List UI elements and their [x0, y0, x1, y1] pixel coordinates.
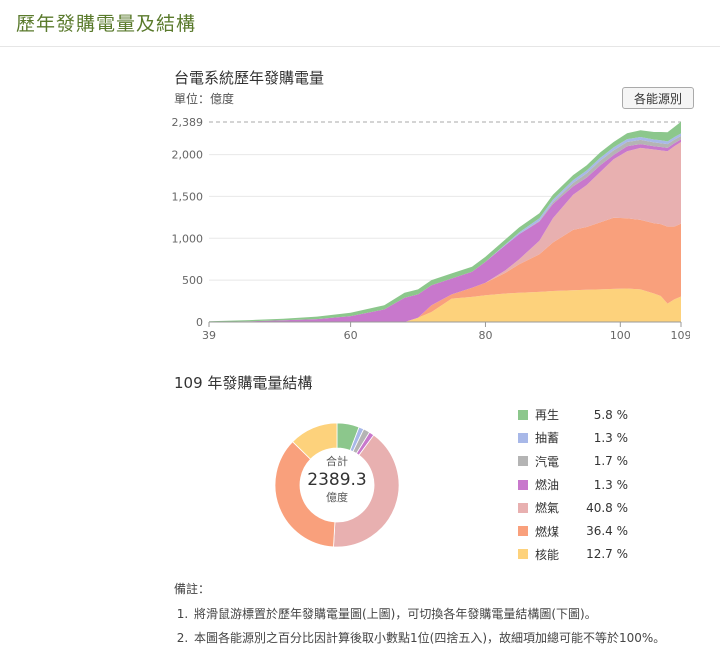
notes: 備註： 將滑鼠游標置於歷年發購電量圖(上圖)，可切換各年發購電量結構圖(下圖)。…	[174, 580, 665, 653]
donut-chart[interactable]	[262, 410, 412, 560]
page-title: 歷年發購電量及結構	[16, 13, 197, 35]
donut-chart-title: 109 年發購電量結構	[174, 374, 313, 392]
legend-percent: 36.4 %	[586, 524, 628, 539]
x-tick-label: 109	[671, 329, 691, 342]
legend: 再生 5.8 % 抽蓄 1.3 % 汽電 1.7 % 燃油 1.3 % 燃氣 4…	[518, 403, 628, 566]
legend-label: 燃氣	[535, 501, 560, 516]
y-tick-label: 2,389	[172, 116, 204, 129]
donut-center: 合計 2389.3 億度	[297, 455, 377, 505]
area-chart[interactable]: 0 500 1,000 1,500 2,000 2,389 39 60 80 100 109	[160, 108, 691, 344]
notes-list: 將滑鼠游標置於歷年發購電量圖(上圖)，可切換各年發購電量結構圖(下圖)。 本圖各…	[174, 605, 665, 646]
legend-swatch-coal	[518, 526, 528, 537]
area-chart-title: 台電系統歷年發購電量	[174, 69, 325, 87]
donut-slice-燃煤	[274, 441, 336, 548]
legend-swatch-pumped-hydro	[518, 432, 528, 443]
donut-slice-核能	[292, 422, 338, 460]
area-series-燃氣	[209, 142, 681, 322]
y-tick-label: 2,000	[172, 149, 204, 162]
legend-item[interactable]: 汽電 1.7 %	[518, 450, 628, 473]
legend-item[interactable]: 核能 12.7 %	[518, 543, 628, 566]
legend-swatch-cogeneration	[518, 456, 528, 467]
x-tick-label: 80	[478, 329, 492, 342]
legend-swatch-gas	[518, 502, 528, 513]
legend-label: 燃煤	[535, 524, 560, 539]
legend-percent: 5.8 %	[593, 407, 628, 422]
area-series-燃油	[209, 139, 681, 322]
unit-label: 單位：億度	[174, 92, 235, 106]
note-item: 本圖各能源別之百分比因計算後取小數點1位(四捨五入)，故細項加總可能不等於100…	[192, 629, 665, 646]
legend-swatch-oil	[518, 479, 528, 490]
legend-percent: 1.7 %	[593, 454, 628, 469]
energy-source-button[interactable]: 各能源別	[622, 87, 694, 109]
legend-percent: 12.7 %	[586, 547, 628, 562]
donut-total-value: 2389.3	[307, 470, 367, 490]
area-series-燃煤	[209, 217, 681, 322]
legend-label: 燃油	[535, 478, 560, 493]
page-header: 歷年發購電量及結構	[0, 0, 720, 47]
legend-item[interactable]: 燃油 1.3 %	[518, 473, 628, 496]
legend-label: 核能	[535, 547, 560, 562]
legend-percent: 1.3 %	[593, 477, 628, 492]
x-tick-label: 100	[610, 329, 631, 342]
y-tick-label: 500	[182, 274, 203, 287]
donut-slice-燃氣	[333, 434, 400, 548]
y-tick-label: 1,000	[172, 232, 204, 245]
x-tick-label: 39	[202, 329, 216, 342]
x-tick-label: 60	[344, 329, 358, 342]
note-item: 將滑鼠游標置於歷年發購電量圖(上圖)，可切換各年發購電量結構圖(下圖)。	[192, 605, 665, 622]
donut-total-unit: 億度	[326, 491, 348, 504]
area-series-核能	[209, 288, 681, 322]
legend-label: 再生	[535, 408, 560, 423]
legend-item[interactable]: 再生 5.8 %	[518, 403, 628, 426]
legend-swatch-renewable	[518, 409, 528, 420]
legend-item[interactable]: 抽蓄 1.3 %	[518, 426, 628, 449]
legend-percent: 40.8 %	[586, 500, 628, 515]
donut-total-label: 合計	[326, 455, 348, 468]
legend-item[interactable]: 燃氣 40.8 %	[518, 496, 628, 519]
y-tick-label: 0	[196, 316, 203, 329]
legend-label: 抽蓄	[535, 431, 560, 446]
legend-swatch-nuclear	[518, 549, 528, 560]
legend-percent: 1.3 %	[593, 430, 628, 445]
notes-title: 備註：	[174, 582, 211, 596]
legend-item[interactable]: 燃煤 36.4 %	[518, 519, 628, 542]
y-tick-label: 1,500	[172, 190, 204, 203]
legend-label: 汽電	[535, 454, 560, 469]
